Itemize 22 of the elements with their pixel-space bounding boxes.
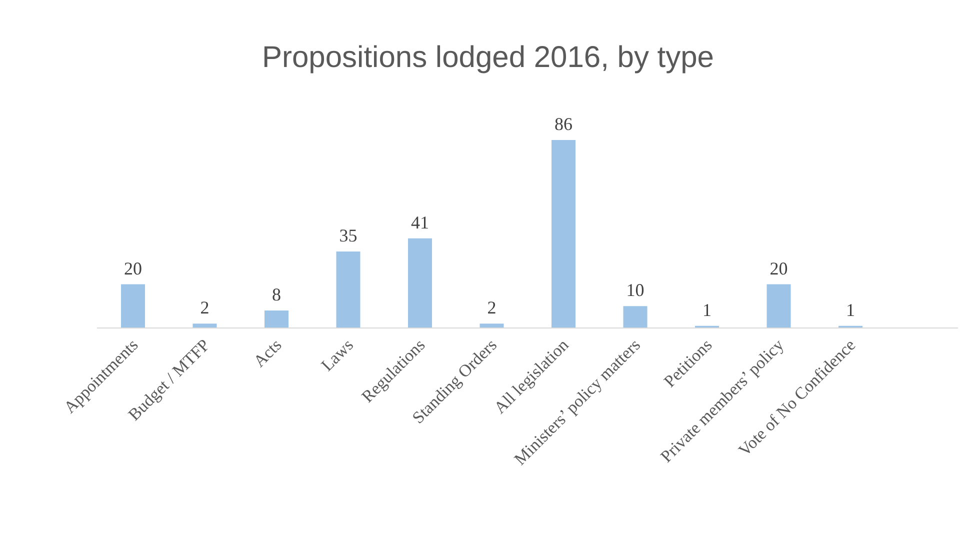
data-label: 1	[846, 300, 855, 320]
x-tick-label: Acts	[250, 335, 286, 371]
data-label: 2	[200, 298, 210, 318]
bar	[766, 284, 791, 328]
bar	[408, 238, 432, 328]
data-label: 1	[702, 300, 712, 320]
data-label: 8	[272, 284, 281, 305]
bar	[480, 324, 504, 328]
bar	[264, 310, 288, 328]
bar	[336, 251, 360, 328]
data-label: 20	[770, 258, 788, 278]
bar	[121, 284, 145, 328]
data-label: 86	[554, 114, 572, 134]
bar	[623, 306, 648, 328]
data-label: 41	[411, 212, 429, 232]
chart-title: Propositions lodged 2016, by type	[261, 40, 715, 76]
data-label: 2	[487, 298, 496, 318]
data-label: 20	[124, 258, 142, 278]
bar	[552, 140, 576, 328]
data-label: 10	[626, 280, 644, 300]
data-label: 35	[339, 225, 358, 246]
bar	[192, 324, 217, 328]
